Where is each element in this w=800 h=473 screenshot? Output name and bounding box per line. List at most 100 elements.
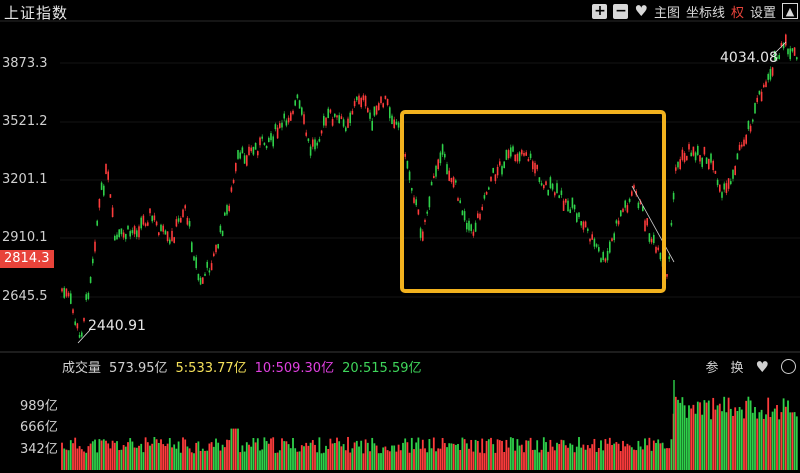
candle-body [316,142,318,146]
candle-body [199,277,202,285]
candle-body [444,153,446,158]
volume-bar [351,448,354,470]
candle-body [155,221,158,226]
volume-bar [336,437,338,470]
candle-body [408,171,411,181]
zoom-in-button[interactable]: + [592,3,608,19]
candle-body [580,221,582,226]
volume-bar [278,450,281,470]
candle-body [239,152,241,159]
volume-bar [501,440,503,470]
settings-button[interactable]: 设置 [749,5,776,21]
volume-bar [377,453,380,470]
volume-bar [67,450,70,470]
candle-body [323,115,325,126]
param-button[interactable]: 参 [705,361,719,376]
candle-body [98,198,101,208]
candle-body [782,43,785,49]
volume-bar [140,443,143,470]
volume-bar [204,450,206,470]
volume-bar [142,452,145,470]
candle-body [391,115,393,125]
candle-body [433,175,435,179]
volume-bar [74,437,77,470]
volume-bar [487,439,490,470]
main-chart-button[interactable]: 主图 [653,5,680,21]
candle-body [329,109,332,113]
collapse-up-icon[interactable]: ▲ [782,3,798,19]
volume-bar [628,445,631,470]
rights-adjust-button[interactable]: 权 [730,5,744,21]
volume-bar [98,439,101,470]
candle-body [224,212,226,216]
volume-bar [624,446,627,470]
volume-bar [538,452,541,470]
candle-body [694,152,697,161]
volume-bar [406,442,409,470]
volume-bar [591,444,594,470]
candle-body [404,154,406,157]
volume-bar [615,442,618,470]
volume-bar [188,448,191,470]
candle-body [679,159,681,170]
volume-bar [520,444,523,470]
candle-body [776,56,778,59]
volume-bar [589,448,591,470]
volume-bar [448,443,451,470]
volume-bar [397,444,400,470]
candle-body [624,200,626,208]
candle-body [545,181,547,186]
volume-bar [556,442,558,470]
favorite-heart-icon[interactable]: ♥ [634,2,648,20]
candle-body [213,253,215,257]
candle-body [180,218,182,223]
volume-favorite-heart-icon[interactable]: ♥ [755,357,769,376]
volume-bar [789,412,792,470]
volume-bar [476,440,479,470]
volume-bar [738,407,741,470]
candle-body [708,158,710,170]
candle-body [712,160,714,171]
volume-bar [747,396,750,470]
volume-bar [111,440,114,470]
candle-body [351,110,354,115]
volume-bar [248,444,250,470]
candle-body [778,55,780,59]
candle-body [578,212,580,218]
volume-bar [793,412,796,470]
volume-bar [637,440,640,470]
volume-bar [756,418,759,470]
candle-body [186,217,189,225]
volume-bar [745,400,748,470]
switch-button[interactable]: 换 [730,361,744,376]
volume-bar [353,442,356,470]
candle-body [648,233,651,242]
index-title: 上证指数 [4,4,69,22]
candle-body [166,231,169,242]
candle-body [272,136,274,147]
volume-bar [619,451,622,470]
candle-body [142,215,145,225]
candle-body [554,192,556,196]
volume-bar [153,437,156,470]
volume-bar [758,412,761,470]
zoom-out-button[interactable]: − [613,3,629,19]
volume-bar [289,448,292,470]
highlight-box [400,110,666,293]
candle-body [305,132,307,136]
volume-bar [305,442,308,470]
candle-body [690,152,692,157]
volume-settings-icon[interactable] [781,359,796,374]
volume-bar [692,404,695,470]
axis-line-button[interactable]: 坐标线 [685,5,725,21]
price-axis-label: 2910.1 [2,230,48,245]
candle-body [727,178,730,189]
volume-bar [347,436,349,470]
candle-body [446,164,448,175]
volume-bar [626,443,629,470]
volume-bar [751,412,754,470]
candle-body [716,179,719,186]
candle-body [169,239,171,244]
candle-body [582,221,585,230]
